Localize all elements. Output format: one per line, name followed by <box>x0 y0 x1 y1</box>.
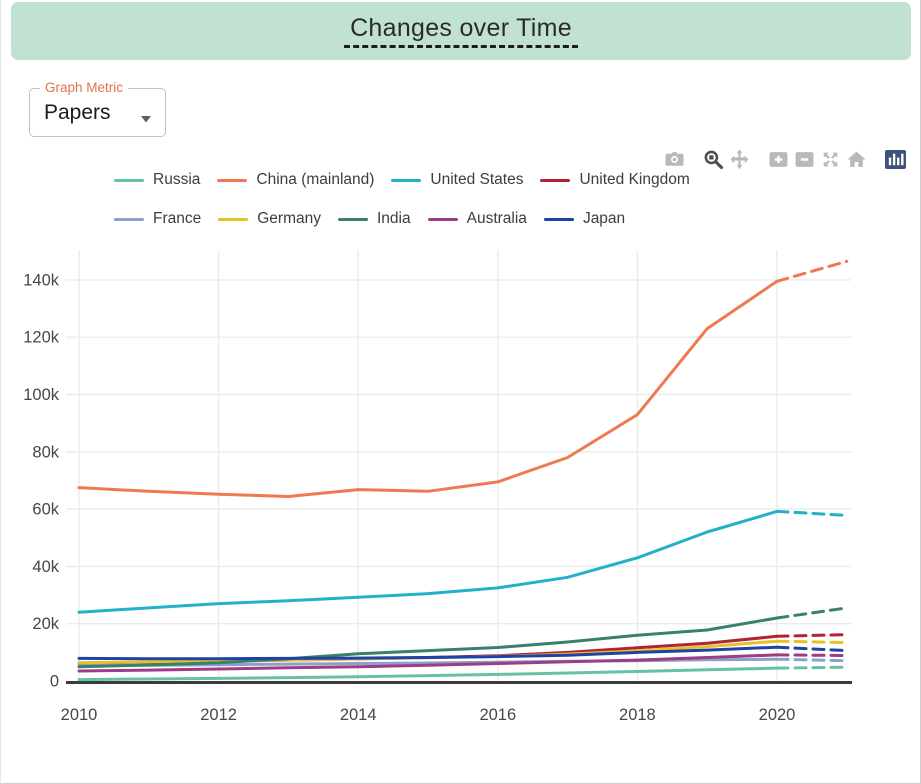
camera-download-icon[interactable] <box>664 149 685 170</box>
legend-item-russia[interactable]: Russia <box>114 171 200 189</box>
x-tick-label: 2014 <box>340 706 377 724</box>
series-line-dashed-united-states <box>775 509 849 517</box>
legend-item-japan[interactable]: Japan <box>543 210 626 228</box>
legend-swatch <box>218 217 249 221</box>
header-band: Changes over Time <box>11 2 911 60</box>
series-line-dashed-germany <box>775 639 849 645</box>
series-line-dashed-united-kingdom <box>775 633 849 638</box>
legend-item-china-mainland-[interactable]: China (mainland) <box>217 171 374 189</box>
series-line-australia <box>77 653 779 673</box>
legend-item-australia[interactable]: Australia <box>427 210 527 228</box>
x-tick-label: 2016 <box>479 706 516 724</box>
series-line-dashed-japan <box>775 645 849 653</box>
x-tick-label: 2012 <box>200 706 237 724</box>
legend-item-india[interactable]: India <box>338 210 411 228</box>
legend-swatch <box>540 178 571 182</box>
y-tick-label: 80k <box>32 443 59 461</box>
legend-item-germany[interactable]: Germany <box>218 210 321 228</box>
legend-label: India <box>377 210 411 227</box>
zoom-out-icon[interactable] <box>794 149 815 170</box>
series-line-india <box>77 616 779 669</box>
y-tick-label: 140k <box>23 271 60 289</box>
series-line-dashed-russia <box>775 665 849 670</box>
series-line-japan <box>77 645 779 661</box>
legend-label: Russia <box>153 171 201 188</box>
y-tick-label: 40k <box>32 558 59 576</box>
legend-label: Germany <box>257 210 321 227</box>
legend-swatch <box>427 217 458 221</box>
x-tick-label: 2020 <box>759 706 796 724</box>
legend-label: France <box>153 210 202 227</box>
zoom-icon[interactable] <box>703 149 724 170</box>
y-tick-label: 0 <box>50 673 59 691</box>
legend-item-united-kingdom[interactable]: United Kingdom <box>540 171 690 189</box>
series-line-dashed-australia <box>775 653 849 657</box>
series-line-dashed-france <box>775 657 849 663</box>
line-chart[interactable]: 2010 2012 2014 2016 2018 2020 0 20k 40k 60k 80k 100… <box>1 240 921 760</box>
plotly-modebar <box>659 147 906 171</box>
legend-swatch <box>114 178 144 182</box>
x-tick-label: 2010 <box>61 706 98 724</box>
series-line-china-mainland- <box>77 279 779 498</box>
series-line-dashed-china-mainland- <box>775 259 849 283</box>
legend-label: United Kingdom <box>579 171 690 188</box>
y-tick-label: 20k <box>32 615 59 633</box>
pan-icon[interactable] <box>729 149 750 170</box>
legend-label: United States <box>430 171 524 188</box>
graph-metric-label: Graph Metric <box>40 80 129 95</box>
x-tick-label: 2018 <box>619 706 656 724</box>
page-title: Changes over Time <box>344 14 578 49</box>
chart-legend: Russia China (mainland) United States Unite… <box>114 169 854 247</box>
series-line-russia <box>77 666 779 682</box>
legend-swatch <box>543 217 574 221</box>
legend-swatch <box>217 178 248 182</box>
legend-row: France Germany India Australia Japan <box>114 208 854 230</box>
series-line-united-states <box>77 509 779 614</box>
legend-swatch <box>391 178 422 182</box>
legend-row: Russia China (mainland) United States Unite… <box>114 169 854 191</box>
y-tick-label: 120k <box>23 329 60 347</box>
plotly-logo-icon[interactable] <box>885 149 906 170</box>
legend-label: Japan <box>582 210 626 227</box>
legend-item-united-states[interactable]: United States <box>391 171 523 189</box>
legend-swatch <box>114 217 144 221</box>
legend-label: China (mainland) <box>256 171 375 188</box>
reset-axes-home-icon[interactable] <box>846 149 867 170</box>
graph-metric-select[interactable]: Graph Metric Papers <box>29 80 166 137</box>
y-tick-label: 100k <box>23 386 60 404</box>
graph-metric-value: Papers <box>44 100 111 124</box>
series-line-dashed-india <box>775 606 849 620</box>
legend-item-france[interactable]: France <box>114 210 201 228</box>
chevron-down-icon <box>140 110 152 123</box>
zoom-in-icon[interactable] <box>768 149 789 170</box>
legend-swatch <box>338 217 368 221</box>
y-tick-label: 60k <box>32 501 59 519</box>
autoscale-icon[interactable] <box>820 149 841 170</box>
legend-label: Australia <box>466 210 527 227</box>
